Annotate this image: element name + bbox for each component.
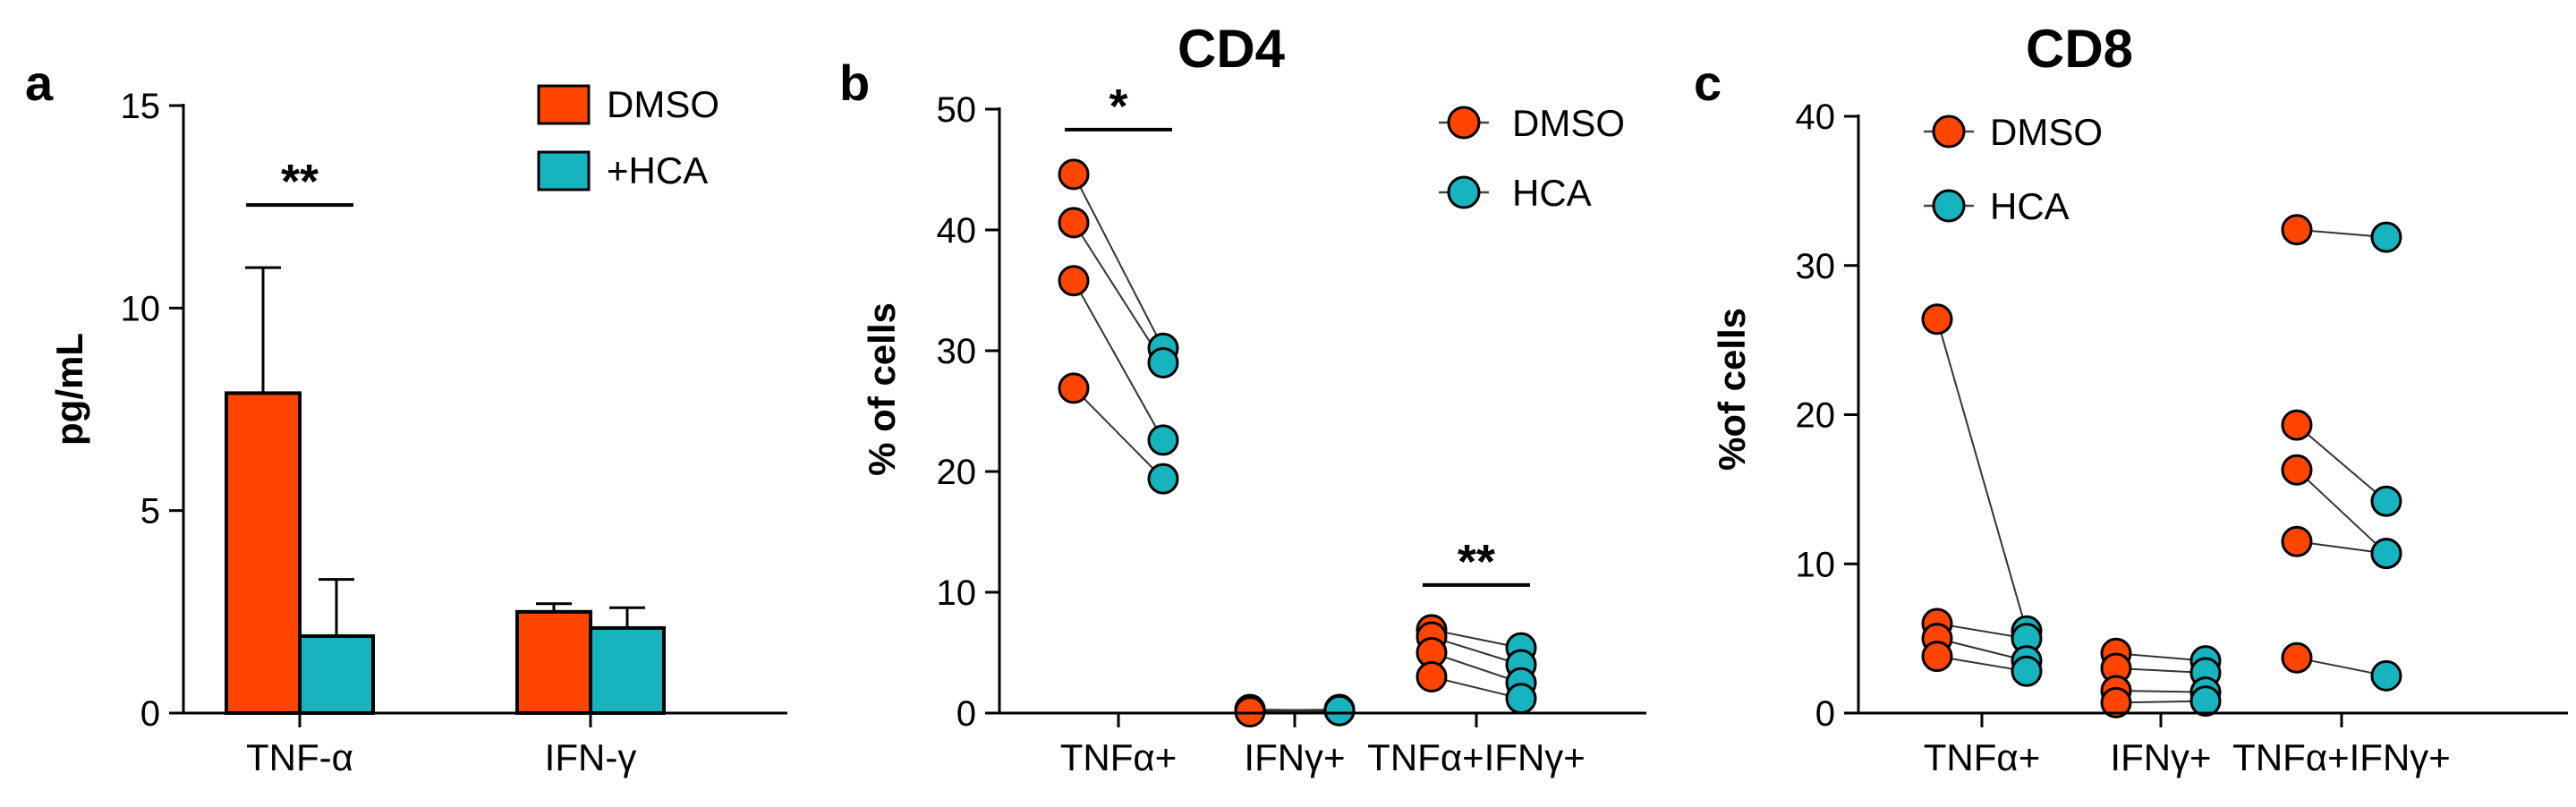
panel-c-legend: DMSO HCA — [1924, 111, 2103, 227]
y-tick-label: 40 — [1796, 98, 1836, 137]
panel-b-y-ticks: 0 10 20 30 40 50 — [937, 90, 999, 734]
legend-label-hca: HCA — [1512, 172, 1592, 214]
data-point-hca — [2370, 659, 2402, 692]
panel-a-y-axis-label: pg/mL — [48, 333, 90, 446]
significance-label: * — [1109, 80, 1127, 133]
legend-marker-hca — [1447, 175, 1481, 209]
panel-a-bar-chart: ** 0 5 10 15 TNF-α IFN-γ pg/mL DMSO +HCA — [48, 83, 787, 778]
legend-label-hca: HCA — [1990, 185, 2070, 227]
panel-a-legend: DMSO +HCA — [537, 83, 719, 191]
data-point-dmso — [1058, 265, 1090, 297]
panel-a-x-ticks: TNF-α IFN-γ — [246, 713, 636, 778]
data-point-dmso — [1058, 158, 1090, 191]
pair-connector-line — [2296, 469, 2387, 555]
data-point-hca — [1147, 347, 1179, 378]
legend-label-dmso: DMSO — [1512, 102, 1625, 144]
data-point-dmso — [1058, 372, 1090, 404]
data-point-hca — [2011, 655, 2043, 687]
y-tick-label: 10 — [1796, 545, 1836, 584]
panel-a-y-ticks: 0 5 10 15 — [121, 87, 183, 734]
data-point-dmso — [1058, 207, 1090, 239]
bar — [298, 633, 375, 716]
y-tick-label: 0 — [140, 694, 160, 734]
x-tick-label: IFNγ+ — [1244, 736, 1345, 778]
x-tick-label: TNFα+IFNγ+ — [1367, 736, 1586, 778]
y-tick-label: 30 — [1796, 247, 1836, 286]
y-tick-label: 0 — [1815, 694, 1835, 734]
significance-label: ** — [281, 155, 319, 208]
panel-label-a: a — [25, 55, 54, 111]
x-tick-label: TNFα+IFNγ+ — [2232, 736, 2451, 778]
x-tick-label: TNFα+ — [1924, 736, 2040, 778]
data-point-dmso — [1921, 303, 1953, 336]
legend-label-hca: +HCA — [607, 149, 708, 191]
data-point-hca — [2370, 221, 2402, 253]
pair-connector-line — [1936, 319, 2028, 632]
bar — [589, 625, 666, 715]
x-tick-label: IFNγ+ — [2110, 736, 2211, 778]
legend-swatch-hca — [537, 150, 591, 191]
legend-marker-hca — [1932, 189, 1966, 223]
y-tick-label: 20 — [937, 453, 977, 492]
data-point-dmso — [1921, 641, 1953, 673]
pair-connector-line — [1073, 222, 1164, 364]
pair-connector-line — [1073, 174, 1164, 349]
data-point-dmso — [2281, 454, 2313, 486]
data-point-hca — [1505, 683, 1537, 715]
pair-connector-line — [1073, 280, 1164, 441]
panel-c-marks — [1921, 214, 2402, 718]
y-tick-label: 50 — [937, 90, 977, 130]
x-tick-label: IFN-γ — [545, 736, 637, 778]
significance-label: ** — [1458, 535, 1495, 589]
data-point-hca — [1323, 694, 1356, 726]
data-point-dmso — [2281, 409, 2313, 441]
pair-connector-line — [1073, 387, 1164, 480]
data-point-dmso — [2100, 686, 2132, 718]
data-point-dmso — [2281, 214, 2313, 246]
panel-b-y-axis-label: % of cells — [861, 302, 903, 476]
x-tick-label: TNF-α — [246, 736, 353, 778]
y-tick-label: 5 — [140, 492, 160, 531]
legend-marker-dmso — [1447, 106, 1481, 140]
panel-c-y-ticks: 0 10 20 30 40 — [1796, 98, 1858, 734]
panel-b-title: CD4 — [1177, 19, 1286, 79]
panel-a-marks: ** — [225, 155, 666, 716]
panel-c-title: CD8 — [2026, 19, 2133, 79]
panel-b-legend: DMSO HCA — [1439, 102, 1625, 214]
bar — [225, 391, 302, 715]
y-tick-label: 20 — [1796, 396, 1836, 436]
legend-swatch-dmso — [537, 84, 591, 125]
y-tick-label: 15 — [121, 87, 161, 126]
data-point-hca — [2370, 485, 2402, 517]
panel-label-b: b — [839, 55, 870, 111]
data-point-hca — [1147, 463, 1179, 495]
y-tick-label: 10 — [937, 573, 977, 613]
y-tick-label: 30 — [937, 332, 977, 371]
data-point-dmso — [2281, 525, 2313, 557]
x-tick-label: TNFα+ — [1060, 736, 1177, 778]
panel-label-c: c — [1694, 55, 1722, 111]
y-tick-label: 0 — [956, 694, 976, 734]
data-point-hca — [2189, 685, 2222, 718]
legend-label-dmso: DMSO — [607, 83, 719, 125]
data-point-hca — [1147, 424, 1179, 456]
data-point-dmso — [1416, 661, 1448, 692]
bar — [515, 609, 592, 715]
data-point-dmso — [2281, 641, 2313, 674]
y-tick-label: 10 — [121, 289, 161, 328]
panel-b-x-ticks: TNFα+ IFNγ+ TNFα+IFNγ+ — [1060, 713, 1586, 778]
legend-label-dmso: DMSO — [1990, 111, 2103, 153]
panel-c-y-axis-label: %of cells — [1711, 308, 1753, 471]
panel-c-x-ticks: TNFα+ IFNγ+ TNFα+IFNγ+ — [1924, 713, 2451, 778]
pair-connector-line — [2296, 424, 2387, 502]
y-tick-label: 40 — [937, 211, 977, 251]
pair-connector-line — [1431, 651, 1522, 684]
legend-marker-dmso — [1932, 115, 1966, 149]
data-point-hca — [2370, 538, 2402, 570]
